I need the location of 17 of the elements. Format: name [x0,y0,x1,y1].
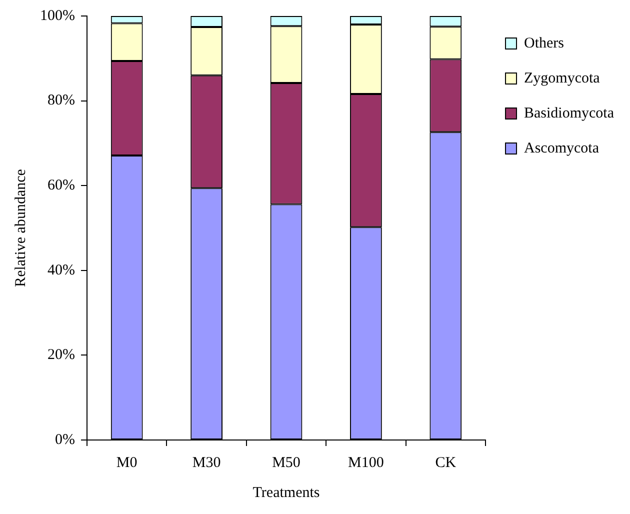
y-tick-label: 100% [40,8,75,24]
y-tick-label: 60% [47,178,75,194]
x-tick-label: M0 [116,454,138,471]
legend-label: Ascomycota [524,140,600,156]
y-axis-title: Relative abundance [12,168,29,287]
y-tick-label: 40% [47,262,75,278]
legend-label: Basidiomycota [524,105,614,122]
y-tick-label: 20% [47,347,75,364]
y-tick-label: 80% [47,92,75,109]
y-tick-label: 0% [54,432,75,448]
x-tick-label: M100 [348,454,384,471]
x-tick-label: M50 [272,454,300,471]
legend-label: Zygomycota [524,70,600,86]
x-tick-label: M30 [192,454,221,471]
x-axis-title: Treatments [252,484,320,501]
x-tick-label: CK [435,454,456,471]
legend-label: Others [524,35,564,52]
